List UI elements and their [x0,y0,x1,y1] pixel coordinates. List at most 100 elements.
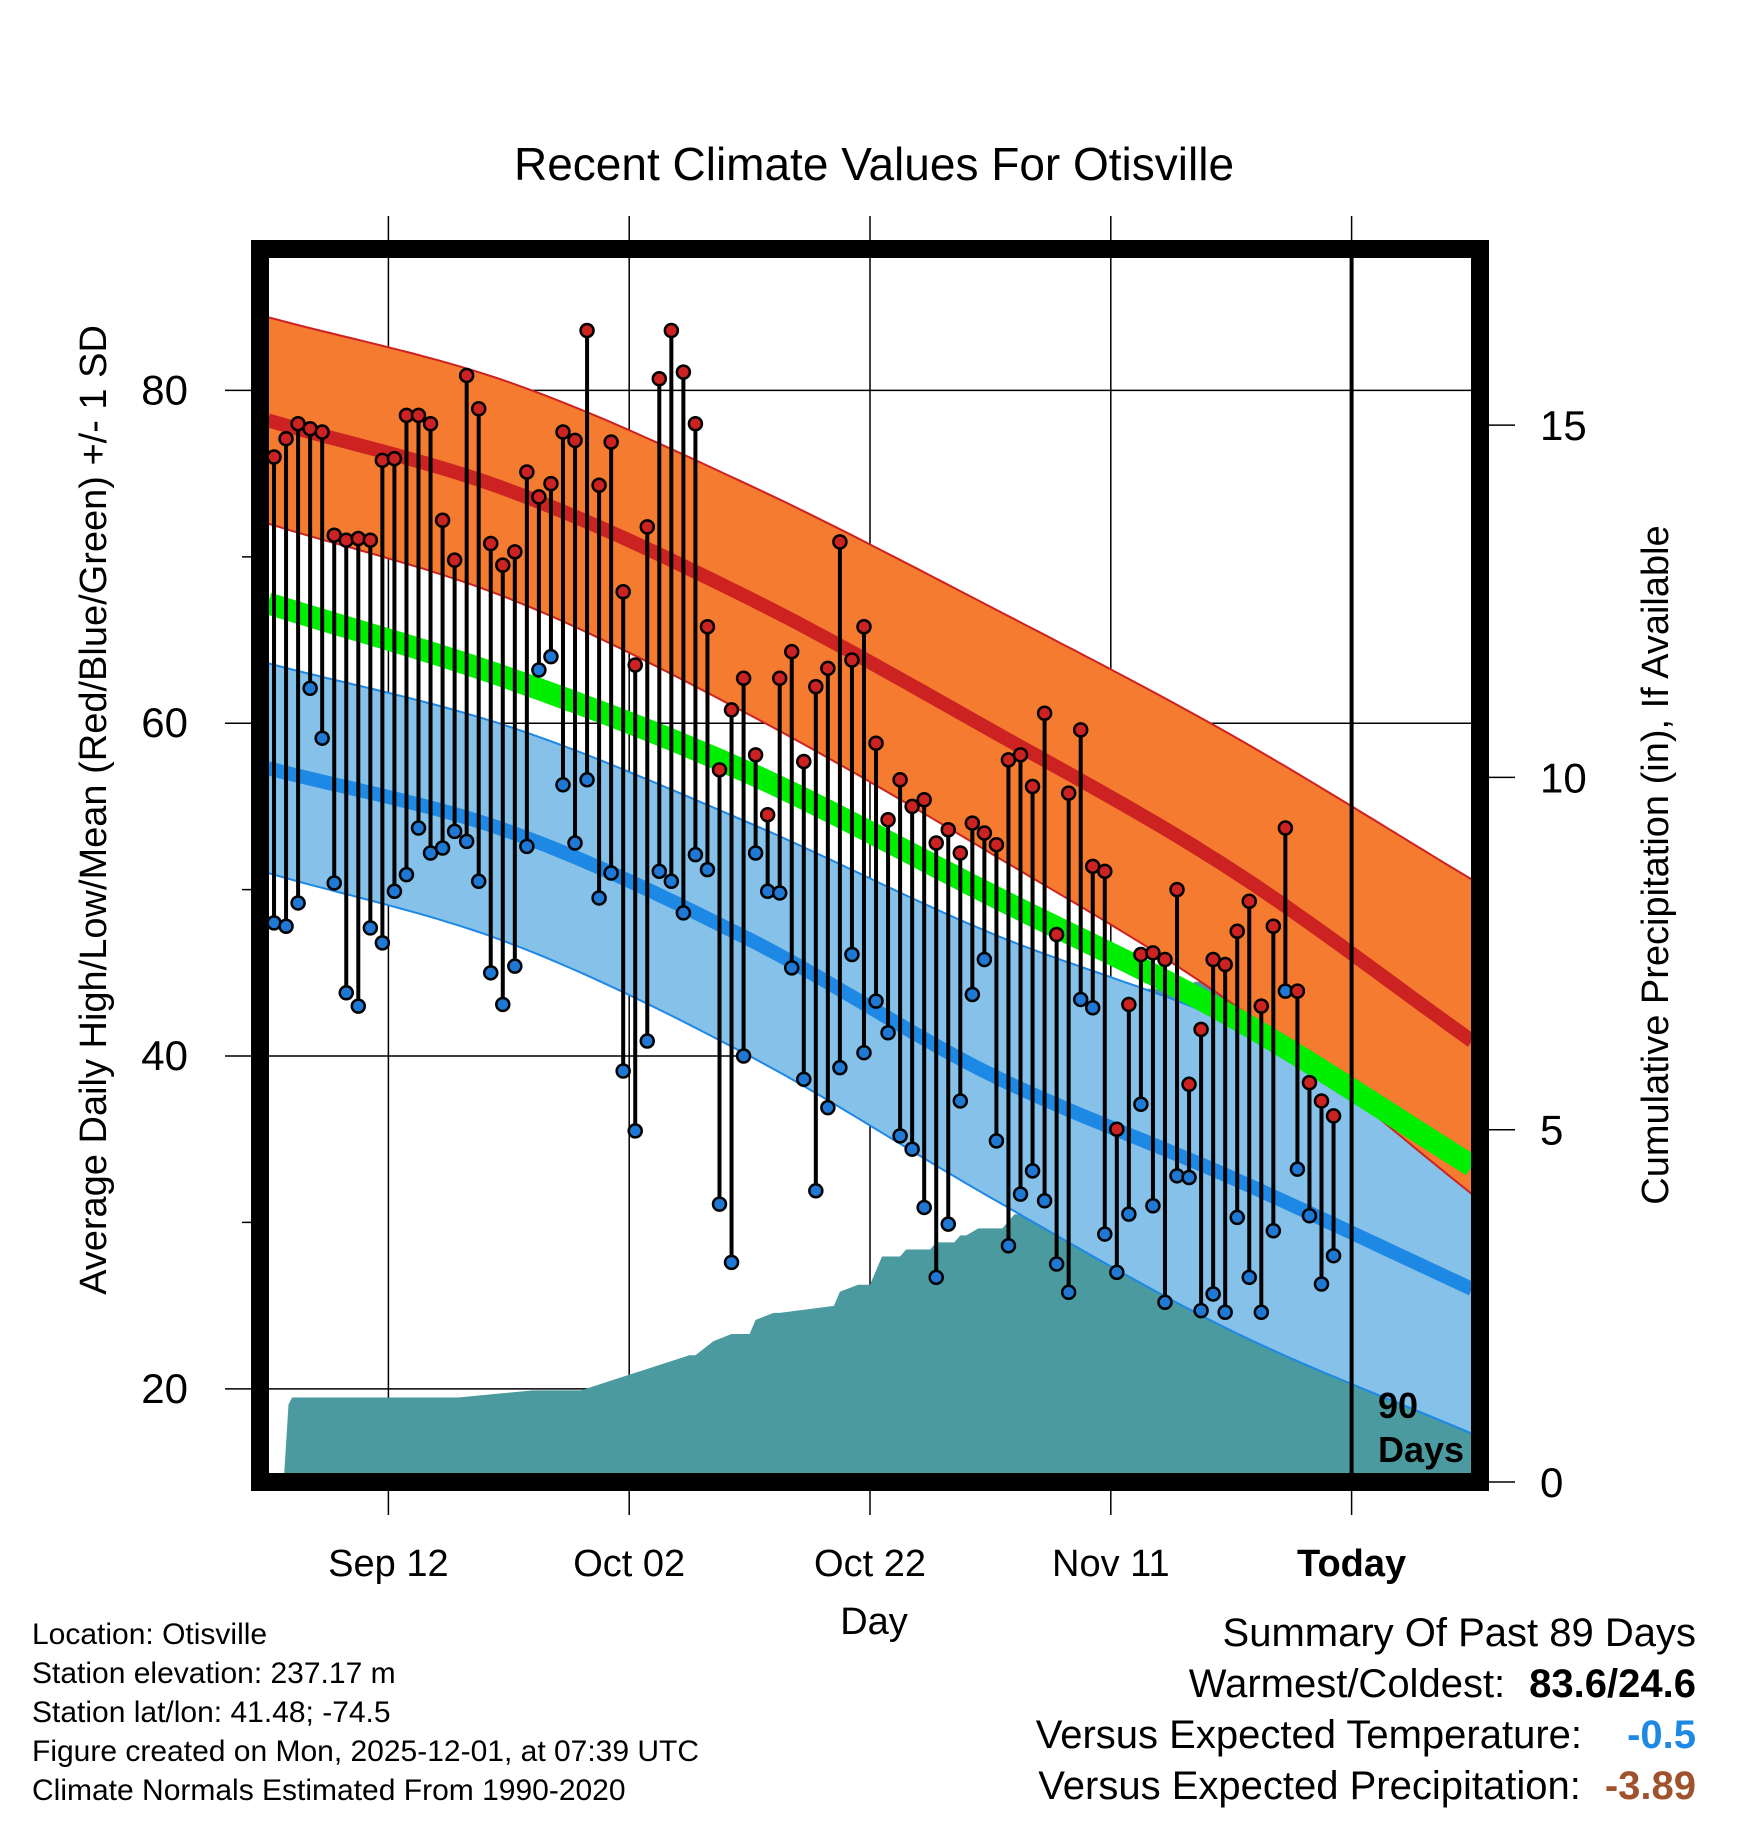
high-point [844,652,860,668]
warmest-coldest-label: Warmest/Coldest: [1188,1662,1506,1706]
low-point [1265,1222,1282,1239]
high-point [868,735,884,751]
low-point [567,835,583,851]
high-point [458,367,475,384]
low-point [507,958,523,974]
low-point [458,833,475,850]
summary-title: Summary Of Past 89 Days [1222,1611,1696,1655]
low-point [1313,1276,1330,1292]
low-point [314,730,330,746]
low-point [916,1199,932,1216]
x-tick-label: Oct 02 [573,1543,685,1585]
low-point [1205,1286,1221,1302]
high-point [1217,956,1233,973]
mean-normal-line [264,592,1478,1176]
high-point [543,475,559,492]
precip-label: Versus Expected Precipitation: [1038,1764,1581,1808]
high-point [615,584,631,600]
low-point [723,1254,740,1271]
high-point [1313,1093,1330,1109]
low-point [820,1099,836,1116]
x-tick-label: Sep 12 [328,1543,448,1585]
low-point [1253,1304,1270,1321]
high-point [1325,1108,1342,1124]
low-point [482,965,499,981]
high-point [1145,945,1161,961]
low-point [386,883,403,900]
high-point [482,535,499,552]
low-point [434,840,451,856]
high-point [663,322,680,339]
low-point [868,993,884,1009]
y-tick-label-right: 10 [1540,754,1587,801]
high-point [1060,785,1077,801]
low-point [1072,991,1089,1008]
high-point [856,618,872,635]
summary-panel: Summary Of Past 89 Days Warmest/Coldest:… [1036,1608,1696,1812]
high-point [627,657,643,673]
summary-warmest-coldest: Warmest/Coldest: 83.6/24.6 [1036,1659,1696,1710]
high-point [410,407,427,424]
high-point [1229,923,1245,939]
high-point [555,424,571,440]
low-point [579,772,595,788]
high-point [1289,983,1306,999]
high-point [495,557,511,573]
low-point [699,861,716,878]
high-point [952,845,969,861]
high-point [988,836,1005,853]
low-point [1133,1096,1149,1113]
low-point [302,680,318,697]
high-point [1097,863,1113,880]
x-tick-label: Nov 11 [1052,1543,1170,1585]
high-point [278,430,294,447]
station-info: Location: Otisville Station elevation: 2… [32,1615,699,1810]
low-point [519,838,535,855]
y-tick-label-left: 20 [141,1365,188,1412]
high-point [675,364,692,380]
high-point [808,678,824,695]
high-point [1193,1021,1209,1038]
low-point [964,986,981,1003]
high-point [507,544,523,560]
low-point [627,1123,643,1139]
low-point [952,1093,969,1109]
low-point [591,890,607,906]
y-tick-label-right: 5 [1540,1107,1563,1154]
high-point [976,825,993,841]
low-point [1084,1000,1101,1016]
elevation-text: Station elevation: 237.17 m [32,1657,396,1690]
low-point [555,777,571,793]
high-point [1169,881,1185,898]
low-point [350,998,367,1014]
high-point [771,670,788,687]
low-point [362,920,379,936]
high-point [699,618,716,635]
high-point [1301,1074,1318,1091]
low-point [326,875,342,891]
low-point [651,863,668,880]
low-point [446,823,463,840]
high-point [603,434,619,450]
low-point [904,1141,920,1157]
high-point [579,322,595,339]
low-point [338,985,355,1001]
high-point [591,477,607,494]
low-point [1012,1186,1029,1202]
low-point [1181,1169,1197,1186]
low-point [1109,1264,1125,1281]
x-tick-label: Oct 22 [814,1543,926,1585]
high-point [892,772,908,788]
normals-text: Climate Normals Estimated From 1990-2020 [32,1774,626,1807]
high-normal-line [266,413,1477,1047]
x-axis-label: Day [840,1601,908,1643]
high-point [314,424,330,440]
location-text: Location: Otisville [32,1618,268,1651]
high-point [916,792,932,808]
low-point [976,951,993,968]
today-days-label-2: Days [1378,1429,1464,1470]
low-point [1060,1284,1077,1301]
low-point [1325,1247,1342,1264]
high-point [904,798,920,815]
